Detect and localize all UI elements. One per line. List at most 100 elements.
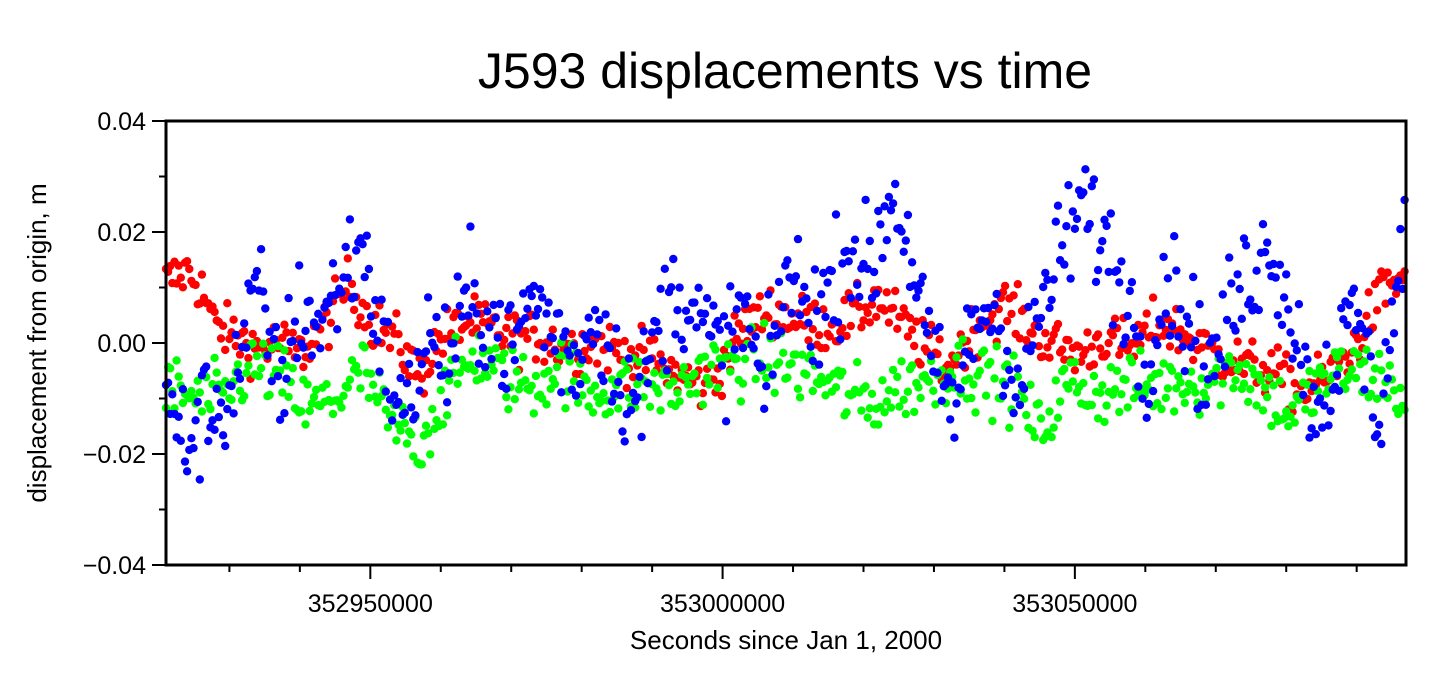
data-point-series-2 — [256, 364, 266, 373]
data-point-series-2 — [502, 392, 511, 402]
data-point-series-1 — [481, 300, 490, 309]
data-point-series-1 — [470, 292, 479, 301]
data-point-series-1 — [500, 335, 509, 345]
data-point-series-3 — [853, 280, 862, 289]
data-point-series-2 — [1182, 387, 1192, 397]
data-point-series-3 — [223, 404, 232, 414]
data-point-series-2 — [347, 356, 357, 365]
data-point-series-1 — [438, 349, 448, 358]
data-point-series-3 — [707, 332, 716, 341]
y-tick-label: 0.02 — [97, 219, 146, 247]
data-point-series-1 — [354, 321, 363, 330]
data-point-series-2 — [899, 395, 908, 404]
data-point-series-3 — [1258, 220, 1268, 229]
data-point-series-3 — [1096, 246, 1105, 255]
data-point-series-2 — [1284, 422, 1293, 431]
data-point-series-3 — [282, 374, 291, 383]
data-point-series-3 — [599, 376, 608, 386]
data-point-series-3 — [574, 348, 583, 358]
data-point-series-1 — [172, 279, 181, 288]
data-point-series-2 — [552, 362, 562, 372]
data-point-series-3 — [590, 305, 600, 315]
data-point-series-3 — [1220, 362, 1230, 371]
data-point-series-2 — [339, 391, 348, 400]
data-point-series-2 — [895, 402, 904, 411]
data-point-series-3 — [586, 328, 595, 337]
data-point-series-3 — [593, 330, 602, 339]
data-point-series-3 — [1062, 222, 1071, 231]
data-point-series-2 — [1394, 409, 1403, 419]
data-point-series-1 — [671, 360, 680, 369]
data-point-series-2 — [409, 452, 418, 461]
data-point-series-3 — [324, 298, 333, 308]
data-point-series-2 — [1127, 358, 1137, 367]
data-point-series-1 — [650, 335, 659, 344]
data-point-series-3 — [878, 253, 887, 263]
data-point-series-2 — [1303, 380, 1312, 389]
data-point-series-1 — [364, 320, 374, 329]
data-point-series-3 — [275, 415, 285, 424]
data-point-series-3 — [998, 391, 1008, 401]
data-point-series-3 — [612, 324, 621, 333]
data-point-series-2 — [931, 400, 940, 409]
data-point-series-1 — [842, 331, 851, 341]
data-point-series-2 — [519, 352, 528, 362]
data-point-series-3 — [421, 347, 431, 356]
data-point-series-2 — [764, 363, 773, 372]
data-point-series-3 — [1199, 362, 1209, 371]
data-point-series-2 — [578, 391, 587, 400]
data-point-series-2 — [783, 373, 792, 382]
data-point-series-3 — [850, 235, 860, 244]
data-point-series-2 — [1225, 352, 1234, 361]
data-point-series-1 — [1104, 338, 1113, 348]
data-point-series-3 — [984, 303, 993, 313]
data-point-series-3 — [1353, 308, 1363, 318]
data-point-series-3 — [645, 355, 655, 364]
data-point-series-3 — [1195, 300, 1204, 309]
data-point-series-2 — [1286, 412, 1295, 421]
data-point-series-2 — [893, 372, 902, 382]
data-point-series-3 — [1093, 265, 1103, 275]
data-point-series-3 — [595, 315, 604, 325]
data-point-series-3 — [1279, 293, 1289, 302]
data-point-series-2 — [1034, 399, 1044, 408]
y-tick-label: −0.02 — [83, 441, 146, 469]
data-point-series-3 — [692, 323, 701, 332]
data-point-series-3 — [958, 361, 967, 370]
data-point-series-3 — [307, 351, 316, 360]
data-point-series-3 — [1009, 408, 1018, 418]
data-point-series-3 — [400, 408, 409, 417]
data-point-series-3 — [375, 367, 384, 376]
data-point-series-1 — [428, 359, 437, 369]
data-point-series-3 — [218, 431, 228, 440]
data-point-series-3 — [1167, 321, 1177, 331]
data-point-series-1 — [299, 362, 308, 372]
data-point-series-2 — [1191, 388, 1200, 397]
data-point-series-3 — [390, 391, 399, 400]
data-point-series-3 — [1235, 284, 1244, 294]
data-point-series-2 — [738, 379, 748, 388]
data-point-series-3 — [333, 325, 342, 334]
data-point-series-2 — [426, 450, 435, 459]
data-point-series-3 — [544, 298, 553, 307]
data-point-series-3 — [248, 284, 257, 294]
data-point-series-3 — [1019, 384, 1029, 393]
data-point-series-1 — [1064, 336, 1073, 345]
data-point-series-1 — [903, 332, 913, 341]
data-point-series-3 — [269, 334, 278, 344]
data-point-series-3 — [717, 361, 727, 370]
data-point-series-2 — [1375, 349, 1384, 359]
data-point-series-2 — [1170, 407, 1179, 416]
data-point-series-3 — [1045, 303, 1054, 313]
data-point-series-2 — [1180, 398, 1190, 408]
data-point-series-2 — [210, 353, 219, 363]
data-point-series-1 — [730, 311, 739, 320]
data-point-series-3 — [863, 264, 872, 274]
data-point-series-3 — [208, 416, 217, 425]
data-point-series-3 — [817, 290, 826, 299]
data-point-series-3 — [278, 355, 287, 365]
data-point-series-1 — [381, 328, 390, 337]
data-point-series-2 — [1121, 375, 1130, 384]
data-point-series-2 — [354, 368, 363, 377]
data-point-series-1 — [1110, 314, 1120, 323]
